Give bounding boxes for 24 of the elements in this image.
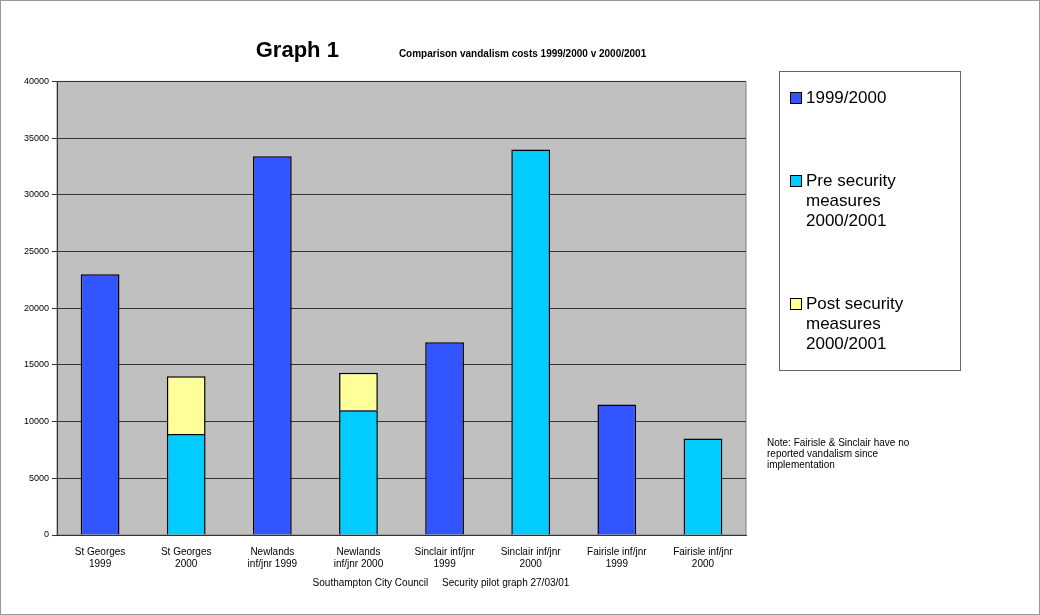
y-tick-label: 15000 xyxy=(24,359,50,370)
x-tick-label: St Georges 2000 xyxy=(160,545,212,569)
x-tick-label: Sinclair inf/jnr 1999 xyxy=(414,545,476,569)
x-tick-label: Fairisle inf/jnr 1999 xyxy=(587,545,648,569)
y-tick-label: 10000 xyxy=(24,416,50,427)
x-tick-label: Newlands inf/jnr 1999 xyxy=(247,545,298,569)
y-tick-label: 25000 xyxy=(24,245,50,256)
legend-label: Pre security measures 2000/2001 xyxy=(806,171,897,231)
legend-label: Post security measures 2000/2001 xyxy=(806,294,905,354)
chart-title: Graph 1 xyxy=(255,37,339,63)
y-tick-label: 40000 xyxy=(24,75,50,86)
text: Southampton City Council Security pilot graph 27/03/01 xyxy=(311,577,571,588)
y-tick-label: 5000 xyxy=(29,472,50,483)
y-tick-label: 35000 xyxy=(24,132,50,143)
y-tick-label: 0 xyxy=(44,529,50,540)
x-tick-label: Fairisle inf/jnr 2000 xyxy=(673,545,734,569)
y-tick-label: 30000 xyxy=(24,189,50,200)
x-tick-label: Sinclair inf/jnr 2000 xyxy=(500,545,562,569)
text: Note: Fairisle & Sinclair have no reported vandalism since implementation xyxy=(767,437,911,470)
y-tick-label: 20000 xyxy=(24,302,50,313)
x-tick-label: Newlands inf/jnr 2000 xyxy=(333,545,384,569)
x-tick-label: St Georges 1999 xyxy=(74,545,126,569)
chart-subtitle: Comparison vandalism costs 1999/2000 v 2000/2001 xyxy=(398,48,647,59)
legend-label: 1999/2000 xyxy=(806,88,887,108)
